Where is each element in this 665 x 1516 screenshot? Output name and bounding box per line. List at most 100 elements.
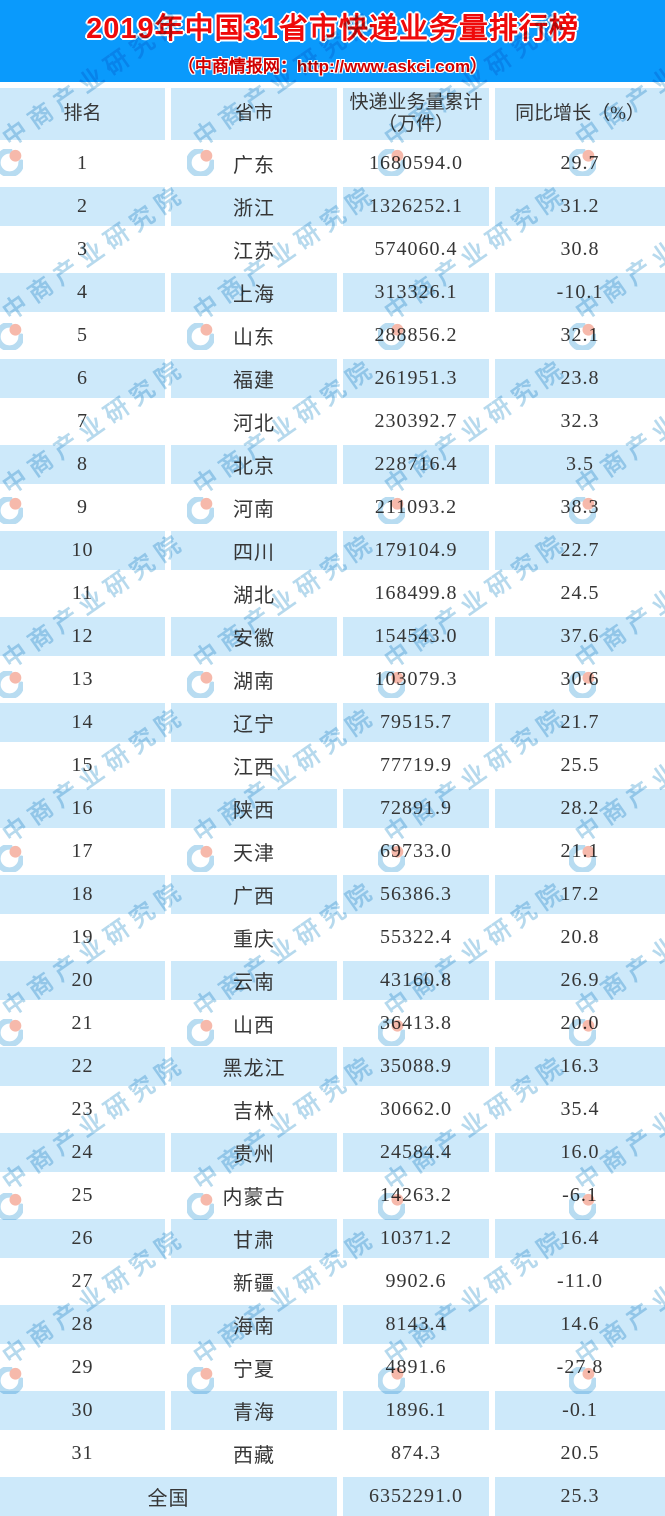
cell-growth: 16.4 xyxy=(495,1219,665,1258)
cell-growth: 20.5 xyxy=(495,1434,665,1473)
table-row: 11 湖北 168499.8 24.5 xyxy=(0,574,665,613)
cell-volume: 230392.7 xyxy=(343,402,489,441)
cell-growth: 17.2 xyxy=(495,875,665,914)
cell-volume: 211093.2 xyxy=(343,488,489,527)
page-title: 2019年中国31省市快递业务量排行榜 xyxy=(86,13,579,45)
cell-province: 江苏 xyxy=(171,230,337,269)
cell-rank: 4 xyxy=(0,273,165,312)
cell-rank: 15 xyxy=(0,746,165,785)
cell-volume: 35088.9 xyxy=(343,1047,489,1086)
cell-growth: 32.3 xyxy=(495,402,665,441)
cell-province: 湖北 xyxy=(171,574,337,613)
cell-rank: 1 xyxy=(0,144,165,183)
cell-rank: 5 xyxy=(0,316,165,355)
table-row: 9 河南 211093.2 38.3 xyxy=(0,488,665,527)
cell-province: 广西 xyxy=(171,875,337,914)
cell-growth: 35.4 xyxy=(495,1090,665,1129)
table-row: 17 天津 69733.0 21.1 xyxy=(0,832,665,871)
cell-province: 陕西 xyxy=(171,789,337,828)
table-row: 2 浙江 1326252.1 31.2 xyxy=(0,187,665,226)
cell-growth: 30.8 xyxy=(495,230,665,269)
cell-volume: 8143.4 xyxy=(343,1305,489,1344)
cell-rank: 23 xyxy=(0,1090,165,1129)
cell-volume: 14263.2 xyxy=(343,1176,489,1215)
cell-rank: 26 xyxy=(0,1219,165,1258)
cell-rank: 8 xyxy=(0,445,165,484)
table-header-row: 排名 省市 快递业务量累计 （万件） 同比增长（%） xyxy=(0,88,665,140)
table-row: 4 上海 313326.1 -10.1 xyxy=(0,273,665,312)
cell-province: 上海 xyxy=(171,273,337,312)
column-header-province: 省市 xyxy=(171,88,337,140)
cell-volume: 36413.8 xyxy=(343,1004,489,1043)
cell-volume: 77719.9 xyxy=(343,746,489,785)
table-row: 18 广西 56386.3 17.2 xyxy=(0,875,665,914)
cell-province: 重庆 xyxy=(171,918,337,957)
cell-growth: 37.6 xyxy=(495,617,665,656)
table-row: 22 黑龙江 35088.9 16.3 xyxy=(0,1047,665,1086)
cell-rank: 25 xyxy=(0,1176,165,1215)
cell-growth: -27.8 xyxy=(495,1348,665,1387)
cell-province: 海南 xyxy=(171,1305,337,1344)
cell-province: 四川 xyxy=(171,531,337,570)
cell-province: 天津 xyxy=(171,832,337,871)
cell-province: 内蒙古 xyxy=(171,1176,337,1215)
cell-volume: 313326.1 xyxy=(343,273,489,312)
cell-province: 甘肃 xyxy=(171,1219,337,1258)
cell-rank: 29 xyxy=(0,1348,165,1387)
cell-rank: 18 xyxy=(0,875,165,914)
cell-rank: 6 xyxy=(0,359,165,398)
table-row: 27 新疆 9902.6 -11.0 xyxy=(0,1262,665,1301)
title-banner: 2019年中国31省市快递业务量排行榜 （中商情报网：http://www.as… xyxy=(0,0,665,82)
table-row: 7 河北 230392.7 32.3 xyxy=(0,402,665,441)
cell-province: 广东 xyxy=(171,144,337,183)
cell-province: 山东 xyxy=(171,316,337,355)
table-row: 23 吉林 30662.0 35.4 xyxy=(0,1090,665,1129)
cell-growth: 26.9 xyxy=(495,961,665,1000)
cell-rank: 10 xyxy=(0,531,165,570)
cell-growth: 29.7 xyxy=(495,144,665,183)
cell-province: 福建 xyxy=(171,359,337,398)
cell-growth: 20.0 xyxy=(495,1004,665,1043)
cell-volume: 43160.8 xyxy=(343,961,489,1000)
cell-total-label: 全国 xyxy=(0,1477,337,1516)
cell-rank: 22 xyxy=(0,1047,165,1086)
table-row: 20 云南 43160.8 26.9 xyxy=(0,961,665,1000)
cell-rank: 11 xyxy=(0,574,165,613)
cell-volume: 574060.4 xyxy=(343,230,489,269)
cell-growth: 3.5 xyxy=(495,445,665,484)
table-row: 8 北京 228716.4 3.5 xyxy=(0,445,665,484)
cell-growth: 21.7 xyxy=(495,703,665,742)
cell-rank: 19 xyxy=(0,918,165,957)
cell-growth: 14.6 xyxy=(495,1305,665,1344)
page-subtitle: （中商情报网：http://www.askci.com） xyxy=(177,57,488,76)
table-row: 26 甘肃 10371.2 16.4 xyxy=(0,1219,665,1258)
cell-rank: 7 xyxy=(0,402,165,441)
cell-province: 吉林 xyxy=(171,1090,337,1129)
cell-volume: 55322.4 xyxy=(343,918,489,957)
table-row: 5 山东 288856.2 32.1 xyxy=(0,316,665,355)
cell-volume: 1326252.1 xyxy=(343,187,489,226)
cell-volume: 168499.8 xyxy=(343,574,489,613)
cell-province: 江西 xyxy=(171,746,337,785)
cell-rank: 16 xyxy=(0,789,165,828)
cell-volume: 288856.2 xyxy=(343,316,489,355)
cell-rank: 17 xyxy=(0,832,165,871)
cell-volume: 10371.2 xyxy=(343,1219,489,1258)
cell-growth: 23.8 xyxy=(495,359,665,398)
cell-province: 青海 xyxy=(171,1391,337,1430)
table-row: 14 辽宁 79515.7 21.7 xyxy=(0,703,665,742)
cell-volume: 261951.3 xyxy=(343,359,489,398)
cell-volume: 9902.6 xyxy=(343,1262,489,1301)
cell-growth: 16.0 xyxy=(495,1133,665,1172)
table-row: 15 江西 77719.9 25.5 xyxy=(0,746,665,785)
cell-province: 安徽 xyxy=(171,617,337,656)
cell-growth: 21.1 xyxy=(495,832,665,871)
cell-volume: 154543.0 xyxy=(343,617,489,656)
ranking-table: 排名 省市 快递业务量累计 （万件） 同比增长（%） 1 广东 1680594.0 29.7… xyxy=(0,88,665,1516)
cell-province: 北京 xyxy=(171,445,337,484)
cell-growth: 16.3 xyxy=(495,1047,665,1086)
cell-province: 西藏 xyxy=(171,1434,337,1473)
cell-growth: 38.3 xyxy=(495,488,665,527)
table-row: 31 西藏 874.3 20.5 xyxy=(0,1434,665,1473)
cell-volume: 874.3 xyxy=(343,1434,489,1473)
